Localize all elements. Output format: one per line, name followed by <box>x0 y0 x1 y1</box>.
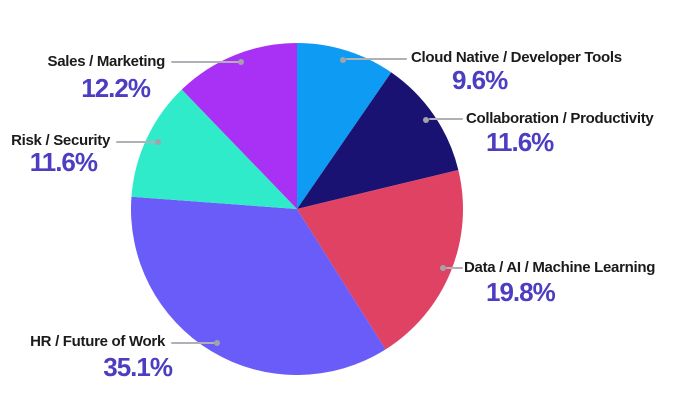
slice-label-collaboration: Collaboration / Productivity <box>466 110 654 127</box>
leader-dot-hr <box>214 340 220 346</box>
pie-slice-0 <box>297 43 392 209</box>
pie-slice-2 <box>297 169 463 350</box>
leader-line-sales <box>171 61 241 63</box>
leader-dot-cloud-native <box>340 57 346 63</box>
slice-value-collaboration: 11.6% <box>486 127 554 157</box>
pie-chart <box>131 43 463 375</box>
pie-slice-5 <box>181 43 297 209</box>
leader-line-collaboration <box>429 118 463 120</box>
leader-line-cloud-native <box>346 58 407 60</box>
slice-value-hr: 35.1% <box>103 352 173 382</box>
slice-label-cloud-native: Cloud Native / Developer Tools <box>411 49 622 66</box>
pie-slice-3 <box>131 196 386 375</box>
leader-dot-risk <box>155 139 161 145</box>
leader-dot-collaboration <box>423 117 429 123</box>
slice-label-risk: Risk / Security <box>11 132 110 149</box>
leader-line-hr <box>171 342 217 344</box>
pie-chart-svg <box>131 43 463 375</box>
slice-label-hr: HR / Future of Work <box>30 333 165 350</box>
pie-slice-1 <box>297 72 459 209</box>
slice-value-sales: 12.2% <box>81 73 151 103</box>
leader-dot-sales <box>238 59 244 65</box>
pie-slice-4 <box>131 89 297 209</box>
leader-line-data-ai <box>446 267 463 269</box>
slice-value-cloud-native: 9.6% <box>452 65 508 95</box>
leader-line-risk <box>116 141 158 143</box>
leader-dot-data-ai <box>440 265 446 271</box>
slice-label-sales: Sales / Marketing <box>47 53 166 70</box>
slice-label-data-ai: Data / AI / Machine Learning <box>464 259 656 276</box>
slice-value-data-ai: 19.8% <box>486 277 556 307</box>
slice-value-risk: 11.6% <box>29 147 98 177</box>
